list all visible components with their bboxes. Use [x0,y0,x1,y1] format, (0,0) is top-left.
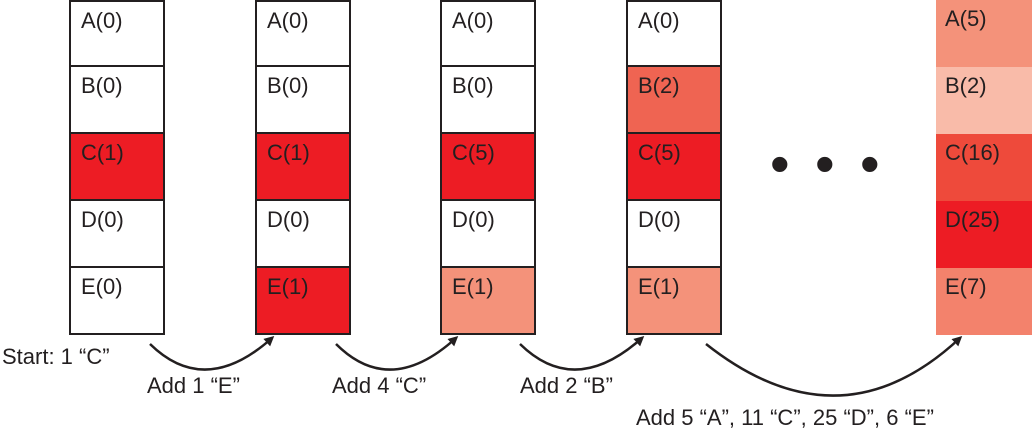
cell-e: E(0) [69,268,165,335]
cell-c: C(5) [440,134,536,201]
step-1-label: Add 1 “E” [147,373,240,398]
step-4-label: Add 5 “A”, 11 “C”, 25 “D”, 6 “E” [636,405,934,430]
cell-b: B(0) [69,67,165,134]
cell-b: B(0) [440,67,536,134]
cell-a: A(0) [255,0,351,67]
cell-c: C(1) [255,134,351,201]
cell-c: C(5) [626,134,722,201]
cell-b: B(0) [255,67,351,134]
arrow-step-2 [335,335,459,371]
cell-d: D(0) [255,201,351,268]
cell-e: E(7) [936,268,1032,335]
cell-e: E(1) [255,268,351,335]
cell-a: A(5) [936,0,1032,67]
start-label: Start: 1 “C” [2,344,110,369]
arrow-step-3 [519,335,645,371]
ellipsis-dot: • [815,132,835,195]
arrow-step-4 [705,335,963,397]
cell-d: D(25) [936,201,1032,268]
step-3-label: Add 2 “B” [520,373,613,398]
cell-a: A(0) [626,0,722,67]
cell-d: D(0) [440,201,536,268]
step-2-label: Add 4 “C” [332,373,427,398]
cell-d: D(0) [69,201,165,268]
cell-c: C(1) [69,134,165,201]
cell-a: A(0) [69,0,165,67]
cell-b: B(2) [936,67,1032,134]
cell-c: C(16) [936,134,1032,201]
cell-a: A(0) [440,0,536,67]
cell-d: D(0) [626,201,722,268]
cell-e: E(1) [626,268,722,335]
ellipsis-dot: • [860,132,880,195]
cell-e: E(1) [440,268,536,335]
ellipsis-dot: • [770,132,790,195]
arrow-step-1 [149,335,275,371]
cell-b: B(2) [626,67,722,134]
